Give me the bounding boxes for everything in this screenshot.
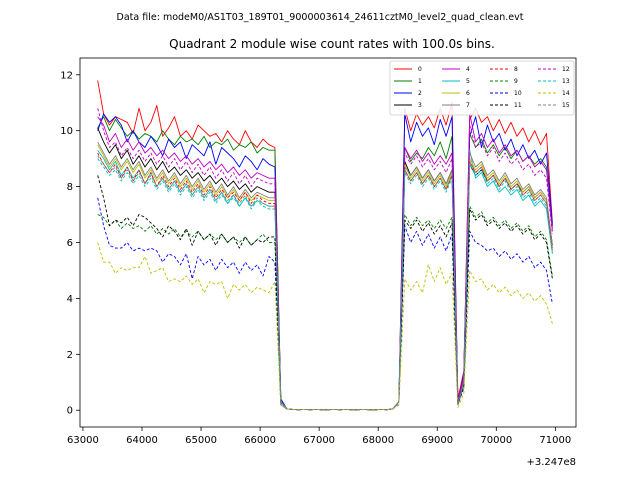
legend-box bbox=[389, 60, 575, 116]
y-tick-label: 4 bbox=[67, 294, 73, 305]
suptitle: Data file: modeM0/AS1T03_189T01_90000036… bbox=[117, 12, 524, 23]
legend-label-13: 13 bbox=[562, 78, 570, 85]
series-line-5 bbox=[97, 149, 553, 411]
series-line-8 bbox=[97, 152, 553, 411]
x-tick-label: 63000 bbox=[67, 435, 99, 446]
x-tick-label: 66000 bbox=[244, 435, 276, 446]
x-tick-label: 68000 bbox=[362, 435, 394, 446]
x-tick-label: 70000 bbox=[480, 435, 512, 446]
series-line-12 bbox=[97, 108, 553, 411]
legend-label-15: 15 bbox=[562, 102, 570, 109]
series-line-9 bbox=[97, 205, 553, 411]
legend-label-7: 7 bbox=[466, 102, 470, 109]
series-line-4 bbox=[97, 113, 553, 411]
legend-label-10: 10 bbox=[514, 90, 522, 97]
legend-label-6: 6 bbox=[466, 90, 470, 97]
y-tick-label: 0 bbox=[67, 406, 73, 417]
legend-label-5: 5 bbox=[466, 78, 470, 85]
series-line-14 bbox=[97, 242, 553, 411]
x-tick-label: 67000 bbox=[303, 435, 335, 446]
series-line-10 bbox=[97, 197, 553, 411]
legend-label-8: 8 bbox=[514, 66, 518, 73]
legend-label-14: 14 bbox=[562, 90, 570, 97]
y-tick-label: 2 bbox=[67, 350, 73, 361]
series-line-13 bbox=[97, 158, 553, 411]
legend-label-9: 9 bbox=[514, 78, 518, 85]
series-line-11 bbox=[97, 175, 553, 411]
legend-label-0: 0 bbox=[418, 66, 422, 73]
series-line-1 bbox=[97, 116, 553, 411]
y-tick-label: 12 bbox=[60, 70, 73, 81]
x-tick-label: 65000 bbox=[185, 435, 217, 446]
y-axis: 0 2 4 6 8 10 12 bbox=[60, 70, 80, 417]
y-tick-label: 6 bbox=[67, 238, 73, 249]
legend-label-1: 1 bbox=[418, 78, 422, 85]
plot-area bbox=[97, 80, 553, 411]
legend-label-2: 2 bbox=[418, 90, 422, 97]
x-offset-label: +3.247e8 bbox=[526, 457, 576, 468]
x-tick-label: 64000 bbox=[126, 435, 158, 446]
legend-label-12: 12 bbox=[562, 66, 570, 73]
y-tick-label: 8 bbox=[67, 182, 73, 193]
series-line-2 bbox=[97, 113, 553, 411]
x-tick-label: 71000 bbox=[539, 435, 571, 446]
y-tick-label: 10 bbox=[60, 126, 73, 137]
legend-label-11: 11 bbox=[514, 102, 522, 109]
legend-label-4: 4 bbox=[466, 66, 470, 73]
series-line-0 bbox=[97, 80, 553, 411]
series-line-15 bbox=[97, 155, 553, 411]
x-tick-label: 69000 bbox=[421, 435, 453, 446]
chart-title: Quadrant 2 module wise count rates with … bbox=[169, 37, 495, 51]
legend-label-3: 3 bbox=[418, 102, 422, 109]
x-axis: 63000 64000 65000 66000 67000 68000 69000 70000… bbox=[67, 427, 571, 446]
